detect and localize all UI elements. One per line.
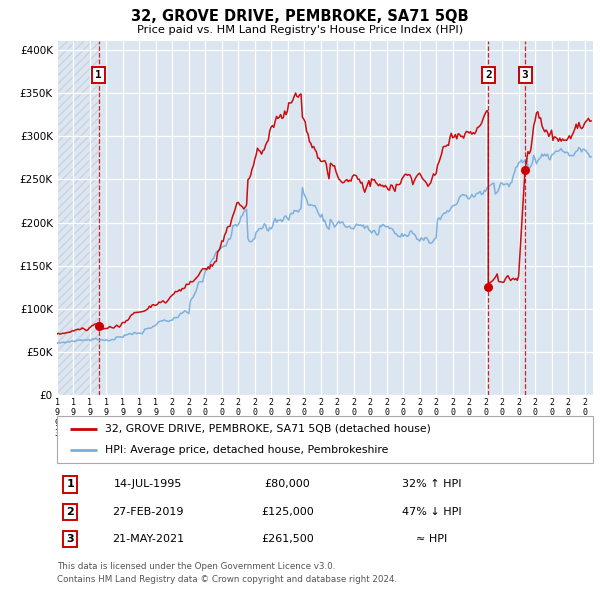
Text: 27-FEB-2019: 27-FEB-2019: [112, 507, 184, 517]
Text: 14-JUL-1995: 14-JUL-1995: [114, 480, 182, 490]
Bar: [57, 41, 99, 395]
Text: 1: 1: [67, 480, 74, 490]
Text: 21-MAY-2021: 21-MAY-2021: [112, 534, 184, 544]
Text: 47% ↓ HPI: 47% ↓ HPI: [402, 507, 462, 517]
Text: 32, GROVE DRIVE, PEMBROKE, SA71 5QB: 32, GROVE DRIVE, PEMBROKE, SA71 5QB: [131, 9, 469, 24]
Text: 32, GROVE DRIVE, PEMBROKE, SA71 5QB (detached house): 32, GROVE DRIVE, PEMBROKE, SA71 5QB (det…: [105, 424, 431, 434]
Text: £261,500: £261,500: [261, 534, 314, 544]
Text: This data is licensed under the Open Government Licence v3.0.: This data is licensed under the Open Gov…: [57, 562, 335, 571]
Text: 32% ↑ HPI: 32% ↑ HPI: [403, 480, 462, 490]
Text: HPI: Average price, detached house, Pembrokeshire: HPI: Average price, detached house, Pemb…: [105, 445, 389, 455]
Text: ≈ HPI: ≈ HPI: [416, 534, 448, 544]
Text: Price paid vs. HM Land Registry's House Price Index (HPI): Price paid vs. HM Land Registry's House …: [137, 25, 463, 35]
Text: 2: 2: [67, 507, 74, 517]
Text: 3: 3: [67, 534, 74, 544]
Text: £125,000: £125,000: [261, 507, 314, 517]
Text: £80,000: £80,000: [265, 480, 310, 490]
Text: 1: 1: [95, 70, 102, 80]
Text: 3: 3: [521, 70, 529, 80]
Text: 2: 2: [485, 70, 491, 80]
Text: Contains HM Land Registry data © Crown copyright and database right 2024.: Contains HM Land Registry data © Crown c…: [57, 575, 397, 584]
